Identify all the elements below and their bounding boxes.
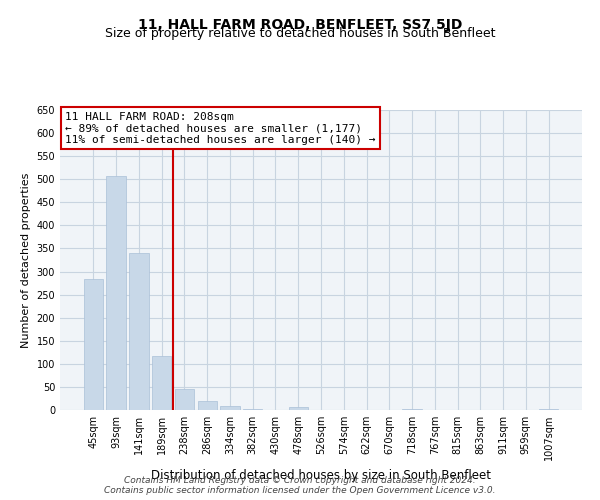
- Y-axis label: Number of detached properties: Number of detached properties: [21, 172, 31, 348]
- Bar: [106, 176, 126, 410]
- Bar: [289, 407, 308, 410]
- Bar: [84, 280, 103, 410]
- Text: 11 HALL FARM ROAD: 208sqm
← 89% of detached houses are smaller (1,177)
11% of se: 11 HALL FARM ROAD: 208sqm ← 89% of detac…: [65, 112, 376, 144]
- Bar: [243, 409, 262, 410]
- Text: 11, HALL FARM ROAD, BENFLEET, SS7 5JD: 11, HALL FARM ROAD, BENFLEET, SS7 5JD: [138, 18, 462, 32]
- Bar: [220, 406, 239, 410]
- Bar: [175, 389, 194, 410]
- Bar: [403, 409, 422, 410]
- Bar: [152, 356, 172, 410]
- Bar: [129, 253, 149, 410]
- Bar: [197, 401, 217, 410]
- Text: Size of property relative to detached houses in South Benfleet: Size of property relative to detached ho…: [105, 28, 495, 40]
- Bar: [539, 409, 558, 410]
- Text: Contains HM Land Registry data © Crown copyright and database right 2024.
Contai: Contains HM Land Registry data © Crown c…: [104, 476, 496, 495]
- X-axis label: Distribution of detached houses by size in South Benfleet: Distribution of detached houses by size …: [151, 468, 491, 481]
